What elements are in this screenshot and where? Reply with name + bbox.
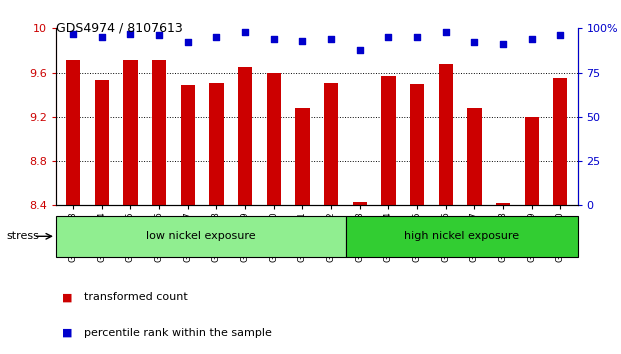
Bar [410, 84, 424, 205]
Text: percentile rank within the sample: percentile rank within the sample [84, 328, 272, 338]
Text: ■: ■ [62, 328, 73, 338]
Point [97, 34, 107, 40]
Bar [295, 108, 309, 205]
Bar [496, 203, 510, 205]
Bar [353, 202, 367, 205]
Bar [381, 76, 396, 205]
Point [412, 34, 422, 40]
Bar [525, 117, 539, 205]
Text: ■: ■ [62, 292, 73, 302]
Bar [152, 61, 166, 205]
Point [269, 36, 279, 42]
Bar [266, 73, 281, 205]
Point [555, 33, 565, 38]
Point [68, 31, 78, 36]
Bar [66, 61, 80, 205]
Bar [238, 67, 252, 205]
Point [183, 40, 193, 45]
Point [383, 34, 393, 40]
Point [326, 36, 336, 42]
Bar [438, 64, 453, 205]
Point [441, 29, 451, 35]
Bar [553, 78, 568, 205]
Bar [467, 108, 481, 205]
Bar [94, 80, 109, 205]
Point [498, 41, 508, 47]
Point [125, 31, 135, 36]
Text: high nickel exposure: high nickel exposure [404, 231, 519, 241]
Point [240, 29, 250, 35]
Point [469, 40, 479, 45]
Text: stress: stress [6, 231, 39, 241]
Text: GDS4974 / 8107613: GDS4974 / 8107613 [56, 21, 183, 34]
Point [297, 38, 307, 44]
Bar [123, 61, 138, 205]
Bar [181, 85, 195, 205]
Bar [324, 82, 338, 205]
Text: transformed count: transformed count [84, 292, 188, 302]
Point [355, 47, 365, 52]
Bar [209, 82, 224, 205]
Point [527, 36, 537, 42]
Point [154, 33, 164, 38]
Text: low nickel exposure: low nickel exposure [146, 231, 256, 241]
Point [211, 34, 221, 40]
